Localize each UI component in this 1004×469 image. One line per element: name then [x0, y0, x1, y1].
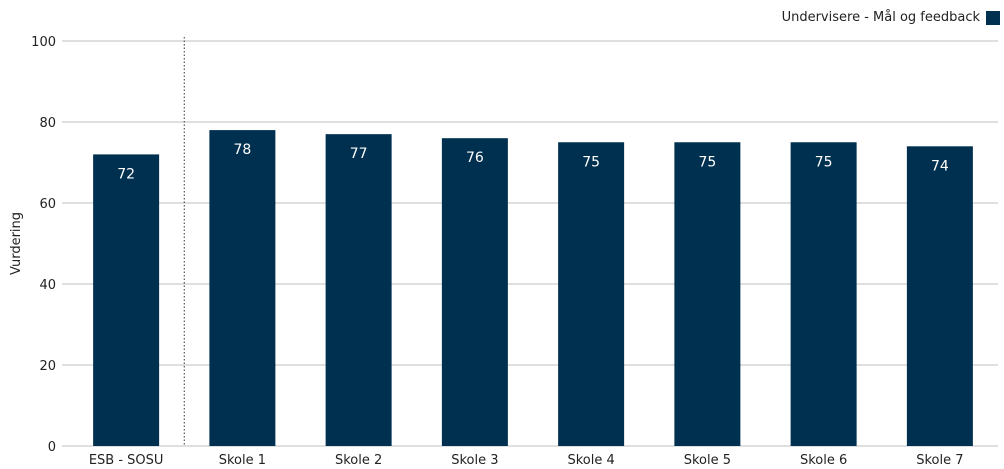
- x-tick-label: Skole 7: [916, 453, 963, 468]
- data-label: 74: [931, 158, 949, 174]
- data-label: 72: [117, 166, 135, 182]
- bar-1: [93, 154, 160, 446]
- y-tick-label: 0: [48, 440, 56, 455]
- legend-label: Undervisere - Mål og feedback: [781, 10, 980, 25]
- data-label: 77: [350, 146, 368, 162]
- x-tick-label: Skole 3: [451, 453, 498, 468]
- bar-8: [906, 146, 973, 447]
- data-label: 76: [466, 150, 484, 166]
- data-label: 78: [233, 142, 251, 158]
- y-tick-label: 60: [39, 197, 56, 212]
- data-label: 75: [815, 154, 833, 170]
- bar-6: [674, 142, 741, 446]
- y-axis-label: Vurdering: [9, 212, 24, 275]
- bar-5: [558, 142, 625, 446]
- y-tick-label: 100: [31, 35, 56, 50]
- bar-4: [441, 138, 508, 446]
- y-tick-label: 80: [39, 116, 56, 131]
- grid-lines: [68, 40, 998, 447]
- chart-legend: Undervisere - Mål og feedback: [782, 10, 1000, 25]
- bars: [93, 130, 973, 447]
- bar-2: [209, 130, 276, 446]
- x-tick-label: ESB - SOSU: [89, 453, 164, 468]
- x-tick-label: Skole 2: [335, 453, 382, 468]
- y-axis-ticks: 0 20 40 60 80 100: [31, 35, 68, 455]
- bar-3: [325, 134, 392, 446]
- x-tick-label: Skole 5: [684, 453, 731, 468]
- x-tick-label: Skole 4: [567, 453, 614, 468]
- legend-swatch: [986, 10, 1000, 25]
- data-labels: 72 78 77 76 75 75 75 74: [117, 142, 949, 182]
- bar-7: [790, 142, 857, 446]
- x-tick-label: Skole 1: [219, 453, 266, 468]
- data-label: 75: [698, 154, 716, 170]
- data-label: 75: [582, 154, 600, 170]
- y-tick-label: 40: [39, 278, 56, 293]
- y-tick-label: 20: [39, 359, 56, 374]
- x-axis-ticks: ESB - SOSU Skole 1 Skole 2 Skole 3 Skole 4 Sk…: [89, 453, 964, 468]
- x-tick-label: Skole 6: [800, 453, 847, 468]
